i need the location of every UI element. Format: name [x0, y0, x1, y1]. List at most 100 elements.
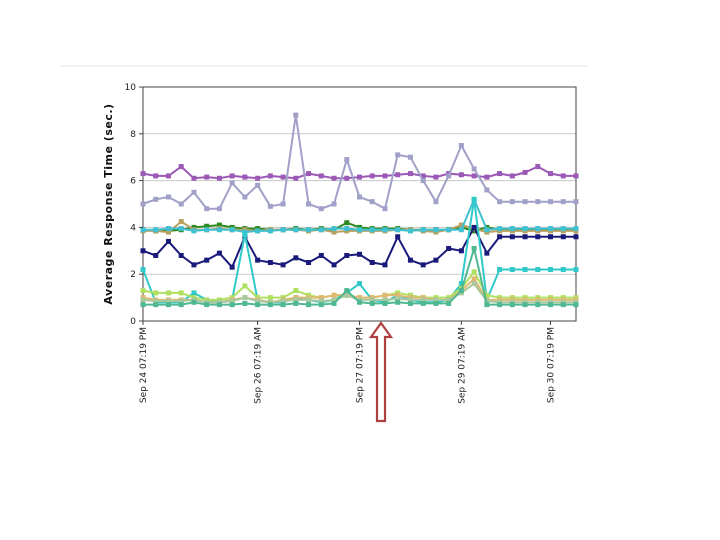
- data-point: [178, 252, 184, 258]
- data-point: [446, 227, 452, 233]
- data-point: [344, 175, 350, 181]
- data-point: [509, 226, 515, 232]
- data-point: [446, 173, 452, 179]
- x-tick-label: Sep 24 07:19 PM: [139, 327, 149, 403]
- data-point: [178, 302, 184, 308]
- data-point: [420, 173, 426, 179]
- data-point: [497, 302, 503, 308]
- data-point: [229, 302, 235, 308]
- data-point: [395, 234, 401, 240]
- data-point: [140, 201, 146, 207]
- data-point: [458, 172, 464, 178]
- data-point: [331, 175, 337, 181]
- data-point: [140, 267, 146, 273]
- data-point: [573, 173, 579, 179]
- data-point: [191, 299, 197, 305]
- data-point: [509, 199, 515, 205]
- data-point: [242, 194, 248, 200]
- arrow-annotation: [368, 321, 394, 423]
- data-point: [382, 300, 388, 306]
- data-point: [216, 227, 222, 233]
- data-point: [165, 238, 171, 244]
- data-point: [395, 296, 401, 302]
- data-point: [395, 172, 401, 178]
- data-point: [306, 260, 312, 265]
- data-point: [420, 300, 426, 306]
- data-point: [471, 173, 477, 179]
- data-point: [369, 199, 375, 205]
- data-point: [509, 267, 515, 273]
- data-point: [344, 157, 350, 163]
- data-point: [369, 260, 375, 265]
- x-axis-ticks: Sep 24 07:19 PM Sep 26 07:19 AM Sep 27 07:…: [139, 321, 557, 404]
- data-point: [165, 298, 171, 304]
- data-point: [204, 227, 210, 233]
- data-point: [255, 182, 261, 188]
- data-point: [369, 297, 375, 303]
- y-tick-label: 2: [130, 270, 136, 280]
- data-point: [242, 295, 248, 301]
- y-tick-label: 6: [130, 177, 136, 187]
- data-point: [331, 300, 337, 306]
- data-point: [293, 300, 299, 306]
- data-point: [357, 227, 362, 233]
- data-point: [318, 173, 324, 179]
- data-point: [433, 174, 439, 180]
- data-point: [535, 199, 541, 205]
- data-point: [497, 199, 503, 205]
- data-point: [535, 234, 541, 240]
- data-point: [267, 260, 273, 265]
- data-point: [331, 229, 337, 235]
- data-point: [267, 295, 273, 301]
- data-point: [369, 173, 375, 179]
- data-point: [548, 234, 554, 240]
- data-point: [560, 199, 566, 205]
- data-point: [255, 175, 261, 181]
- data-point: [509, 302, 515, 308]
- data-point: [560, 267, 566, 273]
- data-point: [522, 169, 528, 175]
- data-point: [407, 257, 413, 263]
- data-point: [318, 206, 324, 212]
- data-point: [267, 203, 273, 209]
- data-point: [306, 171, 312, 177]
- data-point: [560, 226, 566, 232]
- data-point: [178, 290, 184, 296]
- data-point: [522, 199, 528, 205]
- data-point: [535, 164, 541, 170]
- data-point: [522, 234, 528, 240]
- data-point: [458, 222, 464, 228]
- data-point: [229, 298, 235, 304]
- data-point: [280, 201, 286, 207]
- data-point: [306, 201, 312, 207]
- data-point: [497, 234, 503, 240]
- data-point: [331, 226, 337, 232]
- data-point: [573, 302, 579, 308]
- data-point: [153, 290, 159, 296]
- data-point: [216, 175, 222, 181]
- data-point: [318, 252, 324, 258]
- data-point: [560, 234, 566, 240]
- data-point: [471, 281, 477, 287]
- data-point: [306, 227, 312, 233]
- data-point: [140, 248, 146, 254]
- data-point: [178, 164, 184, 170]
- data-point: [573, 267, 579, 273]
- data-point: [318, 295, 324, 301]
- data-point: [204, 174, 210, 180]
- data-point: [331, 297, 337, 303]
- data-point: [420, 178, 426, 184]
- data-point: [471, 269, 477, 275]
- data-point: [471, 196, 477, 202]
- data-point: [165, 173, 171, 179]
- data-point: [140, 302, 146, 308]
- data-point: [306, 302, 312, 308]
- y-tick-label: 0: [130, 317, 136, 327]
- data-point: [178, 219, 184, 225]
- data-point: [153, 298, 159, 304]
- data-point: [484, 250, 490, 256]
- data-point: [242, 174, 248, 180]
- data-point: [153, 227, 159, 233]
- data-point: [357, 174, 362, 180]
- data-point: [216, 206, 222, 212]
